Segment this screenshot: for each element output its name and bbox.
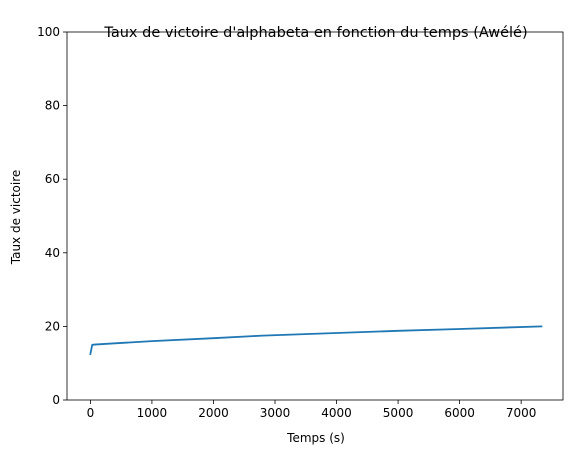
x-axis-label: Temps (s): [286, 431, 345, 445]
y-tick-label: 60: [45, 172, 60, 186]
y-tick-label: 80: [45, 99, 60, 113]
y-tick-label: 20: [45, 319, 60, 333]
x-tick-label: 6000: [444, 406, 475, 420]
y-tick-label: 0: [52, 393, 60, 407]
x-axis-ticks: 0 1000 2000 3000 4000 5000 6000 7000: [87, 400, 537, 420]
y-tick-label: 40: [45, 246, 60, 260]
chart-title: Taux de victoire d'alphabeta en fonction…: [103, 25, 527, 41]
x-tick-label: 5000: [383, 406, 414, 420]
series-line-0: [89, 325, 543, 356]
x-tick-label: 0: [87, 406, 95, 420]
x-tick-label: 2000: [198, 406, 229, 420]
plot-area: [66, 31, 564, 401]
x-tick-label: 1000: [137, 406, 168, 420]
y-axis-ticks: 0 20 40 60 80 100: [37, 25, 67, 407]
x-tick-label: 4000: [321, 406, 352, 420]
x-tick-label: 7000: [506, 406, 537, 420]
axes-frame: [66, 31, 564, 401]
y-tick-label: 100: [37, 25, 60, 39]
series-layer: [89, 325, 543, 356]
x-tick-label: 3000: [260, 406, 291, 420]
y-axis-label: Taux de victoire: [9, 170, 23, 266]
